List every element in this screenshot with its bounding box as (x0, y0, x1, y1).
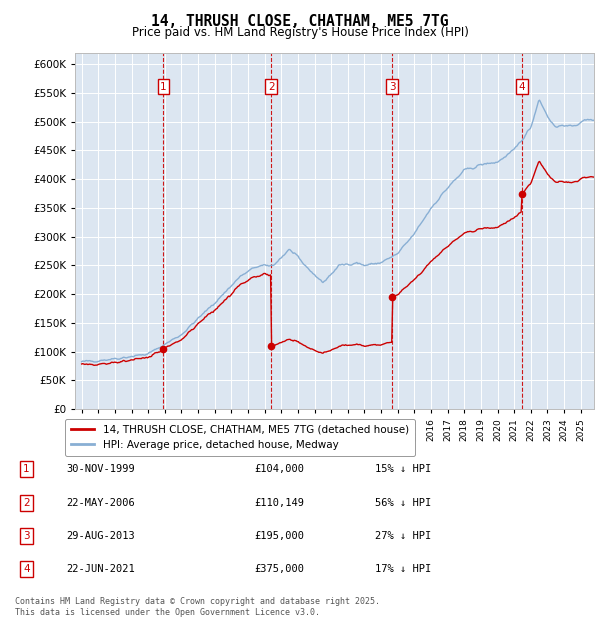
Text: £375,000: £375,000 (254, 564, 304, 574)
Text: Contains HM Land Registry data © Crown copyright and database right 2025.
This d: Contains HM Land Registry data © Crown c… (15, 598, 380, 617)
Text: 3: 3 (389, 82, 395, 92)
Text: 3: 3 (23, 531, 30, 541)
Text: 2: 2 (268, 82, 274, 92)
Text: 4: 4 (23, 564, 30, 574)
Text: 1: 1 (23, 464, 30, 474)
Text: 22-MAY-2006: 22-MAY-2006 (67, 498, 136, 508)
Text: 14, THRUSH CLOSE, CHATHAM, ME5 7TG: 14, THRUSH CLOSE, CHATHAM, ME5 7TG (151, 14, 449, 29)
Text: 30-NOV-1999: 30-NOV-1999 (67, 464, 136, 474)
Text: 17% ↓ HPI: 17% ↓ HPI (375, 564, 431, 574)
Legend: 14, THRUSH CLOSE, CHATHAM, ME5 7TG (detached house), HPI: Average price, detache: 14, THRUSH CLOSE, CHATHAM, ME5 7TG (deta… (65, 418, 415, 456)
Text: £110,149: £110,149 (254, 498, 304, 508)
Text: Price paid vs. HM Land Registry's House Price Index (HPI): Price paid vs. HM Land Registry's House … (131, 26, 469, 39)
Text: 22-JUN-2021: 22-JUN-2021 (67, 564, 136, 574)
Text: 27% ↓ HPI: 27% ↓ HPI (375, 531, 431, 541)
Text: 4: 4 (518, 82, 526, 92)
Text: 1: 1 (160, 82, 167, 92)
Text: 56% ↓ HPI: 56% ↓ HPI (375, 498, 431, 508)
Text: £195,000: £195,000 (254, 531, 304, 541)
Text: 2: 2 (23, 498, 30, 508)
Text: 29-AUG-2013: 29-AUG-2013 (67, 531, 136, 541)
Text: 15% ↓ HPI: 15% ↓ HPI (375, 464, 431, 474)
Text: £104,000: £104,000 (254, 464, 304, 474)
